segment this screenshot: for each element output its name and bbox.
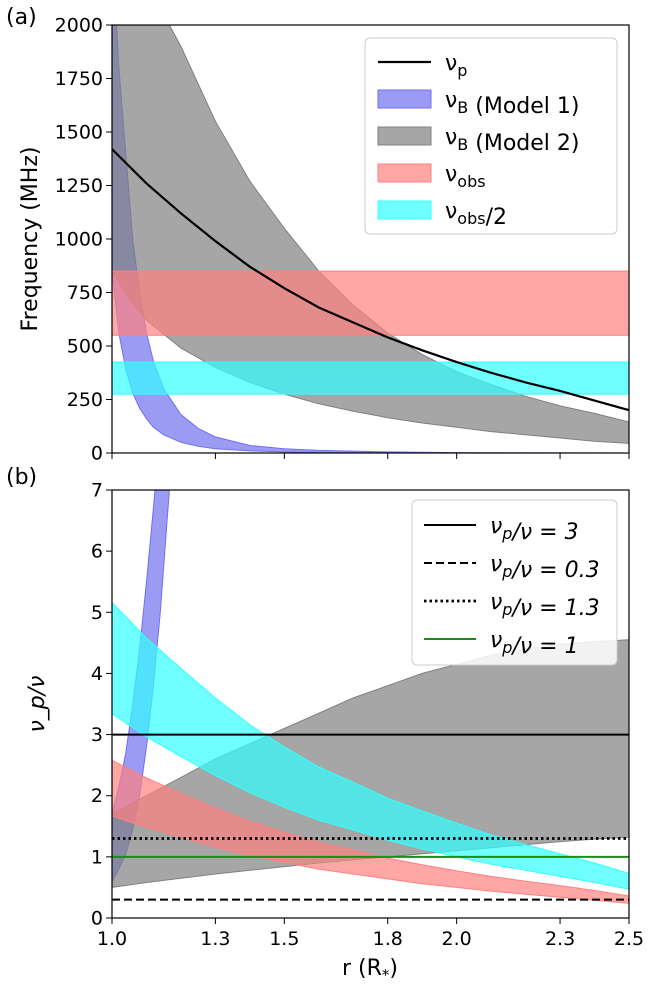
panel-a-ylabel: Frequency (MHz) xyxy=(18,147,43,332)
panel-b-legend: νp/ν = 3 νp/ν = 0.3 νp/ν = 1.3 νp/ν = 1 xyxy=(411,499,618,666)
b-band-2 xyxy=(112,759,629,904)
legend-b-label-1: νp/ν = 0.3 xyxy=(490,552,600,583)
a-hband-4 xyxy=(112,361,629,395)
b-xtick-label-6: 2.5 xyxy=(614,928,644,950)
a-ytick-label-5: 1250 xyxy=(55,175,103,197)
legend-a-label-2: νB (Model 2) xyxy=(445,125,579,156)
b-ytick-label-0: 0 xyxy=(91,908,103,930)
legend-b-label-3: νp/ν = 1 xyxy=(490,628,579,659)
panel-a-legend: νp νB (Model 1) νB (Model 2) νobs νobs/2 xyxy=(364,37,618,235)
b-xtick-label-4: 2.0 xyxy=(442,928,472,950)
legend-a-label-1: νB (Model 1) xyxy=(445,88,579,119)
b-ytick-label-6: 6 xyxy=(91,541,103,563)
panel-a-label: (a) xyxy=(6,5,37,30)
a-ytick-label-2: 500 xyxy=(67,336,103,358)
a-ytick-label-3: 750 xyxy=(67,282,103,304)
b-ytick-label-2: 2 xyxy=(91,785,103,807)
b-ytick-label-4: 4 xyxy=(91,663,103,685)
legend-a-swatch-2 xyxy=(377,126,432,146)
a-ytick-label-0: 0 xyxy=(91,443,103,465)
panel-b-label: (b) xyxy=(6,465,37,490)
xlabel-star: * xyxy=(382,966,390,984)
legend-a-label-0: νp xyxy=(445,51,467,80)
a-hband-3 xyxy=(112,270,629,336)
legend-a-swatch-4 xyxy=(377,200,432,220)
a-line-0 xyxy=(112,148,629,412)
b-xtick-label-1: 1.3 xyxy=(200,928,230,950)
legend-a-swatch-3 xyxy=(377,163,432,183)
xlabel-main: r (R xyxy=(342,956,382,981)
b-xtick-label-3: 1.8 xyxy=(373,928,403,950)
a-ytick-label-1: 250 xyxy=(67,389,103,411)
b-xtick-label-5: 2.3 xyxy=(545,928,575,950)
panel-b: 0 1 2 3 4 5 6 7 1.0 1.3 1.5 1.8 2.0 2.3 2.5 ν_p/ν r (R… xyxy=(25,480,644,985)
a-ytick-label-8: 2000 xyxy=(55,15,103,37)
b-band-3 xyxy=(112,601,629,890)
panel-b-frame xyxy=(111,489,630,919)
b-ytick-label-1: 1 xyxy=(91,846,103,868)
b-ytick-label-3: 3 xyxy=(91,724,103,746)
legend-b-box xyxy=(411,499,618,666)
legend-a-box xyxy=(364,37,618,235)
panel-b-ylabel: ν_p/ν xyxy=(25,676,50,733)
a-ytick-label-7: 1750 xyxy=(55,68,103,90)
b-ytick-label-7: 7 xyxy=(91,480,103,502)
xlabel-close: ) xyxy=(389,956,398,981)
a-band-1 xyxy=(112,25,629,453)
legend-a-label-3: νobs xyxy=(445,162,486,191)
b-ytick-label-5: 5 xyxy=(91,602,103,624)
legend-a-swatch-1 xyxy=(377,89,432,109)
legend-a-label-4: νobs/2 xyxy=(445,199,507,230)
legend-b-label-0: νp/ν = 3 xyxy=(490,514,579,545)
panel-a: 0 250 500 750 1000 1250 1500 1750 2000 Frequency… xyxy=(18,15,630,465)
a-ytick-label-4: 1000 xyxy=(55,229,103,251)
b-xtick-label-2: 1.5 xyxy=(269,928,299,950)
panel-b-xlabel: r (R*) xyxy=(342,956,398,984)
legend-b-label-2: νp/ν = 1.3 xyxy=(490,590,600,621)
b-xtick-label-0: 1.0 xyxy=(97,928,127,950)
a-ytick-label-6: 1500 xyxy=(55,122,103,144)
